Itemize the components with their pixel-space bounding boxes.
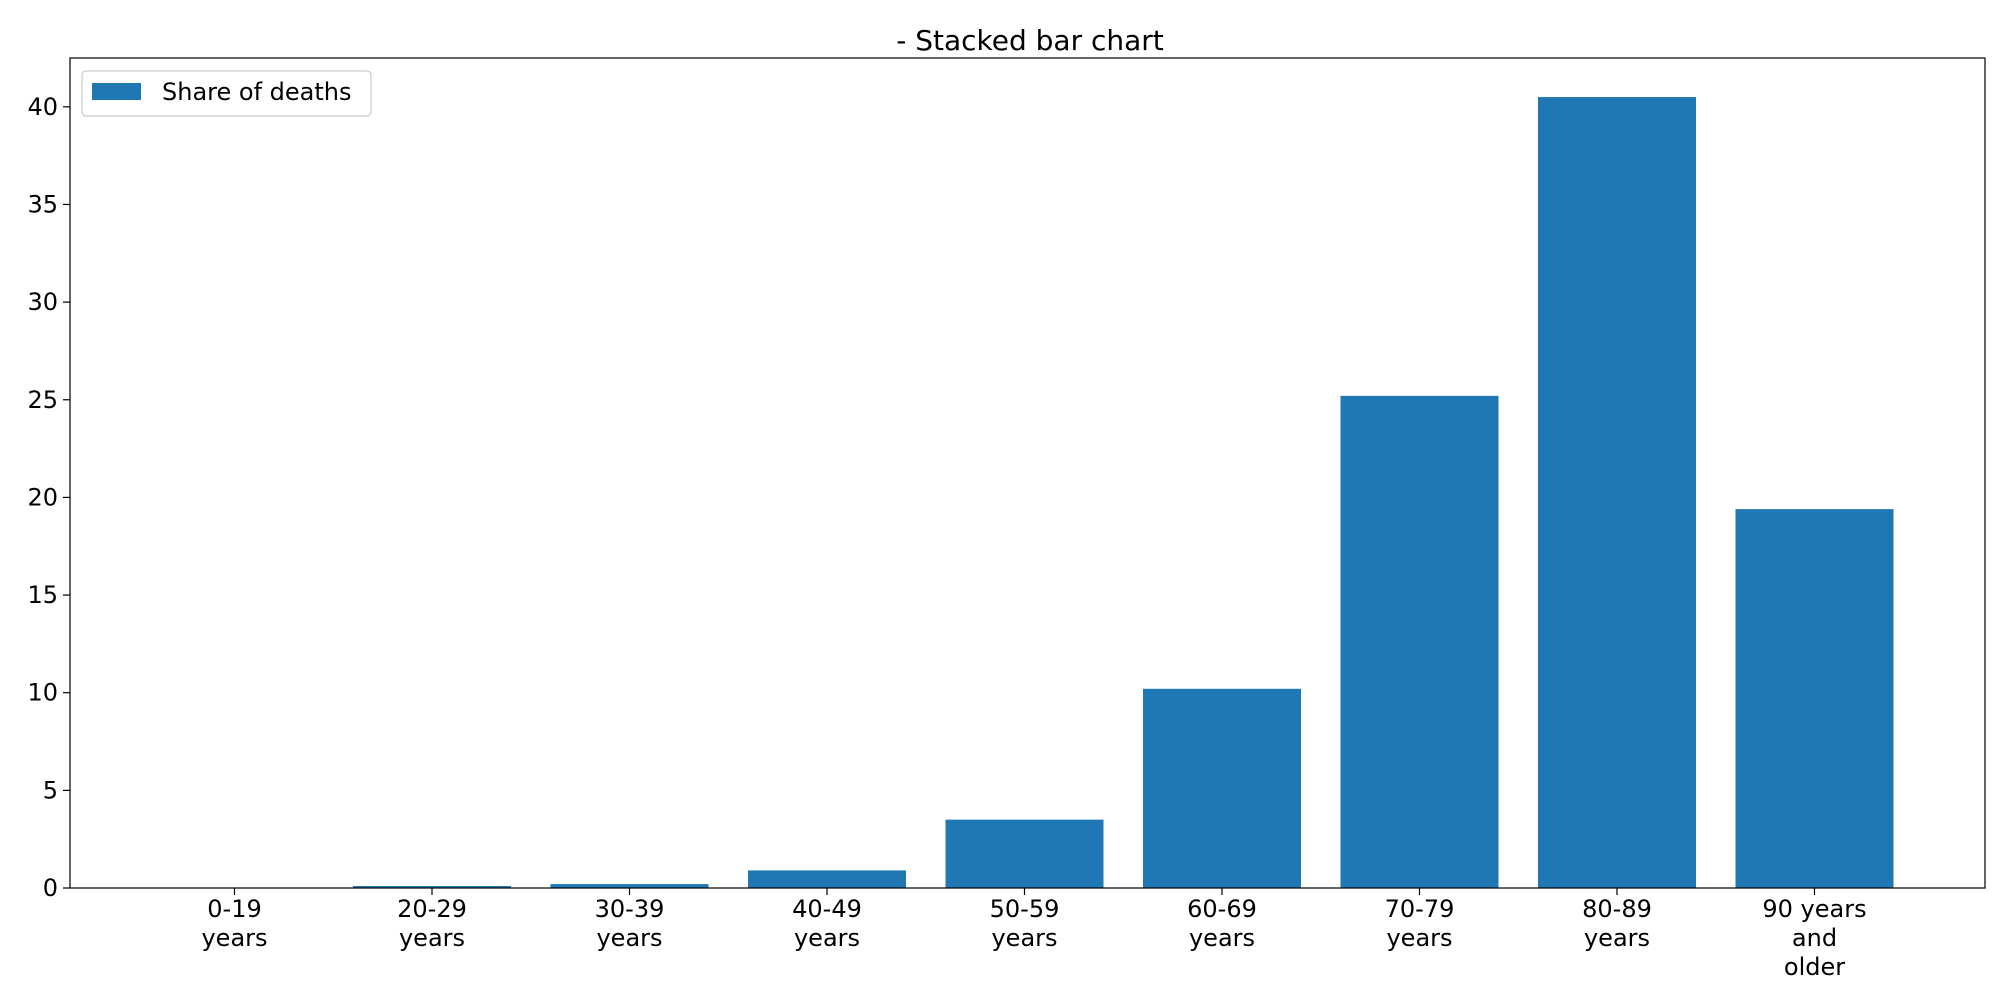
x-tick-label-4: 50-59 years bbox=[990, 895, 1060, 952]
bar-4 bbox=[945, 819, 1104, 888]
bar-1 bbox=[353, 886, 511, 888]
x-tick-label-0: 0-19 years bbox=[201, 895, 267, 952]
bar-5 bbox=[1143, 688, 1301, 888]
legend-label: Share of deaths bbox=[162, 78, 351, 106]
y-tick-label-4: 20 bbox=[27, 483, 58, 511]
y-tick-label-7: 35 bbox=[27, 190, 58, 218]
bar-8 bbox=[1735, 509, 1894, 888]
plot-frame bbox=[69, 57, 1986, 889]
chart-title: - Stacked bar chart bbox=[896, 24, 1164, 57]
x-tick-label-7: 80-89 years bbox=[1582, 895, 1652, 952]
legend-swatch bbox=[92, 83, 141, 100]
bars-layer bbox=[353, 97, 1894, 888]
y-tick-label-0: 0 bbox=[43, 874, 58, 902]
x-tick-label-3: 40-49 years bbox=[792, 895, 862, 952]
y-axis: 0 5 10 15 20 25 30 35 40 bbox=[27, 93, 70, 902]
x-tick-label-5: 60-69 years bbox=[1187, 895, 1257, 952]
bar-6 bbox=[1340, 395, 1499, 888]
y-tick-label-5: 25 bbox=[27, 386, 58, 414]
bar-7 bbox=[1538, 97, 1696, 888]
legend: Share of deaths bbox=[81, 70, 372, 117]
y-tick-label-1: 5 bbox=[43, 776, 58, 804]
x-axis: 0-19 years 20-29 years 30-39 years 40-49 years 5… bbox=[201, 888, 1867, 981]
y-tick-label-6: 30 bbox=[27, 288, 58, 316]
bar-3 bbox=[748, 870, 906, 888]
bar-2 bbox=[550, 884, 709, 888]
legend-box bbox=[81, 70, 372, 117]
y-tick-label-2: 10 bbox=[27, 679, 58, 707]
x-tick-label-6: 70-79 years bbox=[1385, 895, 1455, 952]
x-tick-label-1: 20-29 years bbox=[397, 895, 467, 952]
x-tick-label-8: 90 years and older bbox=[1762, 895, 1866, 981]
y-tick-label-3: 15 bbox=[27, 581, 58, 609]
x-tick-label-2: 30-39 years bbox=[595, 895, 665, 952]
y-tick-label-8: 40 bbox=[27, 93, 58, 121]
